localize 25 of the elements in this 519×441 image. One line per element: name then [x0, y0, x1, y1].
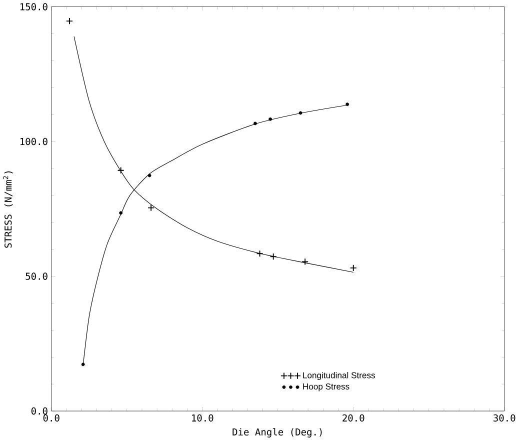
- legend-label: Longitudinal Stress: [303, 372, 375, 380]
- point: [119, 211, 123, 215]
- point: [302, 258, 309, 266]
- x-tick-label: 30.0: [494, 414, 516, 422]
- y-axis-title: STRESS (N/mm$^{2}$): [3, 172, 13, 248]
- point: [117, 167, 124, 174]
- y-tick-label: 150.0: [20, 3, 48, 11]
- y-tick-label: 0.0: [31, 408, 48, 415]
- point: [346, 102, 350, 106]
- legend-label: Hoop Stress: [303, 384, 350, 392]
- point: [270, 253, 277, 260]
- point: [148, 174, 152, 178]
- point: [81, 362, 85, 366]
- point: [148, 204, 155, 212]
- x-tick-label: 10.0: [192, 414, 214, 422]
- x-tick-label: 20.0: [342, 414, 364, 422]
- point: [66, 18, 74, 25]
- point: [256, 250, 264, 258]
- y-tick-label: 50.0: [26, 272, 48, 280]
- y-tick-label: 100.0: [20, 138, 48, 146]
- x-tick-label: 0.0: [43, 414, 60, 422]
- point: [268, 118, 272, 122]
- point: [298, 111, 302, 115]
- x-axis-title: Die Angle (Deg.): [232, 428, 322, 438]
- point: [254, 122, 257, 126]
